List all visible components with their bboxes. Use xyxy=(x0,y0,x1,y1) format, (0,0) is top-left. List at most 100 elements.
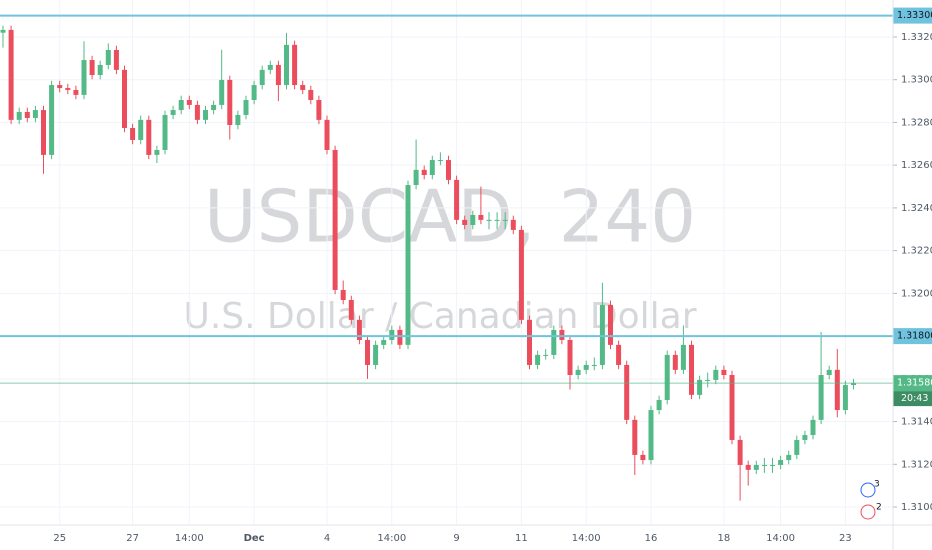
candle-body xyxy=(697,379,703,395)
candle-body xyxy=(16,111,22,120)
countdown-box xyxy=(893,391,932,407)
candle-body xyxy=(41,110,46,155)
candle-body xyxy=(340,289,346,300)
candle-body xyxy=(194,104,200,120)
candle-body xyxy=(567,339,573,375)
candle-body xyxy=(235,114,241,125)
candle-body xyxy=(32,110,38,118)
event-icon[interactable] xyxy=(860,504,876,520)
candle-body xyxy=(324,119,330,150)
x-tick-label: 4 xyxy=(324,533,330,544)
candle-body xyxy=(640,454,646,461)
x-tick-label: 14:00 xyxy=(766,533,795,544)
candle-body xyxy=(81,60,87,95)
candle-body xyxy=(57,85,63,89)
x-tick-label: 14:00 xyxy=(175,533,204,544)
candle-body xyxy=(616,344,622,365)
candle-body xyxy=(810,419,816,436)
last-price-label: 1.31580 xyxy=(897,378,932,389)
candle-body xyxy=(138,119,144,140)
candle-body xyxy=(551,329,557,355)
watermark-title: USDCAD, 240 xyxy=(204,175,696,259)
candle-body xyxy=(656,400,662,411)
candle-body xyxy=(300,85,306,90)
candle-body xyxy=(632,419,638,455)
candle-body xyxy=(664,354,670,400)
y-tick-label: 1.32400 xyxy=(901,203,932,214)
candle-body xyxy=(648,410,654,461)
candle-body xyxy=(599,304,605,365)
candle-body xyxy=(211,104,217,111)
event-markers[interactable]: 3 2 xyxy=(860,480,882,520)
y-tick-label: 1.32000 xyxy=(901,288,932,299)
y-tick-label: 1.33000 xyxy=(901,75,932,86)
candle-body xyxy=(348,300,354,320)
candle-body xyxy=(705,379,711,381)
y-tick-label: 1.31000 xyxy=(901,502,932,513)
candle-body xyxy=(373,344,379,365)
candle-body xyxy=(834,369,840,411)
candle-body xyxy=(672,354,678,370)
y-tick-label: 1.31400 xyxy=(901,417,932,428)
candle-body xyxy=(292,44,298,86)
candle-body xyxy=(851,383,856,386)
candle-body xyxy=(713,369,719,380)
x-tick-label: 9 xyxy=(453,533,459,544)
candle-body xyxy=(737,439,743,465)
candle-body xyxy=(721,369,727,375)
candle-body xyxy=(97,64,103,75)
candle-body xyxy=(356,319,362,340)
candle-body xyxy=(178,100,184,111)
x-tick-label: 16 xyxy=(645,533,658,544)
candle-body xyxy=(689,344,694,395)
candle-body xyxy=(405,185,411,345)
candle-body xyxy=(591,364,597,366)
candle-body xyxy=(745,464,751,470)
candle-body xyxy=(49,85,55,155)
candle-body xyxy=(65,88,71,90)
x-tick-label: 18 xyxy=(718,533,731,544)
x-tick-label: 27 xyxy=(126,533,139,544)
candle-body xyxy=(454,179,460,220)
event-count[interactable]: 2 xyxy=(876,503,882,513)
candle-body xyxy=(8,29,14,120)
candle-body xyxy=(186,100,192,105)
candle-body xyxy=(510,219,516,230)
candle-body xyxy=(381,339,387,345)
candle-body xyxy=(486,219,492,221)
candle-body xyxy=(275,64,281,86)
y-tick-label: 1.32200 xyxy=(901,246,932,257)
candle-body xyxy=(818,375,824,420)
candle-body xyxy=(259,69,265,86)
candle-body xyxy=(786,454,792,461)
candle-body xyxy=(365,339,370,365)
candle-body xyxy=(778,460,784,465)
candle-body xyxy=(267,64,273,70)
event-count[interactable]: 3 xyxy=(874,480,880,490)
candle-body xyxy=(73,89,79,95)
level-label-box xyxy=(893,328,932,345)
level-label-box xyxy=(893,7,932,24)
candle-body xyxy=(559,329,565,340)
y-tick-label: 1.31200 xyxy=(901,459,932,470)
candle-body xyxy=(243,100,249,115)
candle-body xyxy=(470,214,476,225)
level-label: 1.33300 xyxy=(897,10,932,21)
x-tick-label: 23 xyxy=(839,533,852,544)
candle-body xyxy=(527,319,532,365)
candle-body xyxy=(624,364,630,420)
candle-body xyxy=(429,160,435,175)
y-tick-label: 1.33200 xyxy=(901,32,932,43)
candle-body xyxy=(826,369,832,375)
countdown-label: 20:43 xyxy=(901,393,928,404)
candle-body xyxy=(478,214,484,220)
candle-body xyxy=(575,369,581,375)
event-icon[interactable] xyxy=(860,482,876,498)
candle-body xyxy=(502,219,508,221)
candle-body xyxy=(794,439,800,455)
candle-body xyxy=(227,79,233,125)
candle-body xyxy=(437,160,443,162)
candle-body xyxy=(729,375,735,440)
